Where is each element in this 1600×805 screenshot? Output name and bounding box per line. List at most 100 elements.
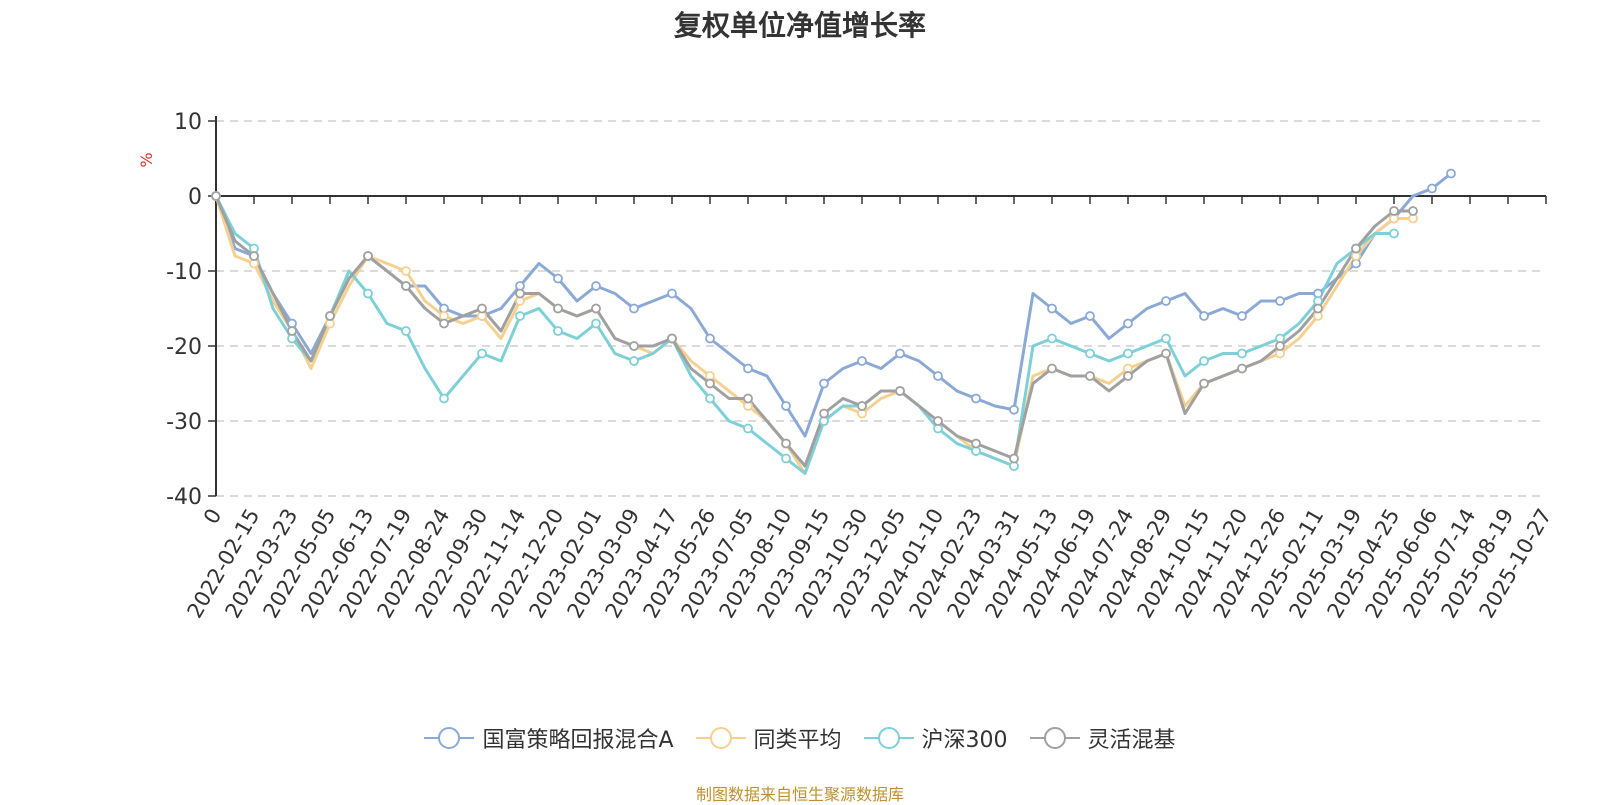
- data-point: [515, 311, 525, 321]
- data-point: [629, 303, 639, 314]
- series-lines: [214, 172, 1452, 475]
- data-source-note: 制图数据来自恒生聚源数据库: [695, 785, 904, 804]
- y-tick-label: 0: [188, 185, 202, 210]
- data-point: [591, 303, 601, 314]
- x-tick-label: 0: [199, 505, 226, 529]
- data-point: [287, 326, 297, 336]
- legend-line-marker-icon: [863, 727, 914, 749]
- data-point: [553, 303, 563, 314]
- data-point: [1123, 318, 1133, 329]
- data-point: [819, 408, 829, 419]
- data-point: [477, 348, 487, 359]
- data-point: [1389, 206, 1399, 216]
- data-point: [363, 288, 373, 299]
- data-point: [705, 378, 715, 389]
- data-point: [1009, 404, 1019, 415]
- data-point: [629, 341, 639, 351]
- data-point: [1047, 333, 1057, 344]
- data-point: [667, 333, 677, 344]
- legend-item-guofu[interactable]: 国富策略回报混合A: [424, 722, 674, 754]
- data-point: [1085, 311, 1095, 321]
- data-point: [895, 386, 905, 396]
- series-line-1: [214, 195, 1413, 475]
- legend-item-csi300[interactable]: 沪深300: [863, 722, 1008, 754]
- y-tick-label: -30: [166, 410, 202, 435]
- data-point: [1237, 311, 1247, 321]
- data-point: [1275, 296, 1285, 306]
- data-point: [515, 288, 525, 299]
- series-line-0: [214, 172, 1452, 438]
- legend-label: 国富策略回报混合A: [482, 728, 674, 753]
- data-point: [629, 356, 639, 366]
- data-point: [553, 326, 563, 336]
- data-point: [325, 311, 335, 321]
- legend-label: 沪深300: [921, 728, 1008, 753]
- data-point: [857, 356, 867, 366]
- data-point: [1351, 243, 1361, 254]
- data-point: [1009, 453, 1019, 464]
- data-point: [1408, 206, 1418, 216]
- series-line-2: [214, 195, 1394, 475]
- legend-label: 灵活混基: [1087, 728, 1176, 753]
- data-point: [1199, 378, 1209, 389]
- data-point: [401, 326, 411, 336]
- data-point: [743, 393, 753, 404]
- axes: 100-10-20-30-4002022-02-152022-03-232022…: [166, 110, 1556, 622]
- data-point: [249, 251, 259, 261]
- data-point: [1047, 303, 1057, 314]
- data-point: [743, 363, 753, 374]
- data-point: [1237, 348, 1247, 359]
- data-point: [591, 281, 601, 291]
- legend-line-marker-icon: [1029, 727, 1080, 749]
- data-point: [591, 318, 601, 329]
- data-point: [1085, 348, 1095, 359]
- data-point: [1275, 341, 1285, 351]
- y-axis-unit-label: %: [137, 152, 156, 167]
- data-point: [553, 273, 563, 284]
- legend-line-marker-icon: [695, 727, 746, 749]
- data-point: [1161, 333, 1171, 344]
- data-point: [819, 378, 829, 389]
- legend-label: 同类平均: [753, 728, 842, 753]
- data-point: [1161, 296, 1171, 306]
- data-point: [781, 453, 791, 464]
- data-point: [477, 303, 487, 314]
- legend-line-marker-icon: [424, 727, 475, 749]
- data-point: [1313, 303, 1323, 314]
- data-point: [1427, 183, 1437, 194]
- data-point: [401, 266, 411, 276]
- data-point: [1199, 356, 1209, 366]
- data-point: [1047, 363, 1057, 374]
- data-point: [971, 393, 981, 404]
- data-point: [1446, 168, 1456, 179]
- legend-item-peer-average[interactable]: 同类平均: [695, 722, 842, 754]
- data-point: [781, 401, 791, 411]
- data-point: [743, 423, 753, 434]
- data-point: [1123, 348, 1133, 359]
- data-point: [971, 438, 981, 449]
- data-point: [211, 191, 221, 201]
- data-point: [439, 393, 449, 404]
- data-point: [1085, 371, 1095, 381]
- data-point: [933, 371, 943, 381]
- data-point: [1389, 228, 1399, 239]
- y-tick-label: -20: [166, 335, 202, 360]
- y-tick-label: -10: [166, 260, 202, 285]
- grid-lines: [216, 120, 1546, 497]
- series-markers: [211, 168, 1456, 471]
- chart-legend: 国富策略回报混合A 同类平均 沪深300 灵活混基: [0, 722, 1600, 754]
- y-tick-label: -40: [166, 485, 202, 510]
- legend-item-flexible-mixed[interactable]: 灵活混基: [1029, 722, 1176, 754]
- data-point: [1199, 311, 1209, 321]
- data-point: [705, 333, 715, 344]
- y-tick-label: 10: [174, 110, 202, 135]
- data-point: [857, 401, 867, 411]
- data-point: [1237, 363, 1247, 374]
- data-point: [1123, 371, 1133, 381]
- data-point: [705, 393, 715, 404]
- data-point: [439, 318, 449, 329]
- chart-title: 复权单位净值增长率: [673, 9, 926, 42]
- data-point: [363, 251, 373, 261]
- series-line-3: [214, 195, 1413, 468]
